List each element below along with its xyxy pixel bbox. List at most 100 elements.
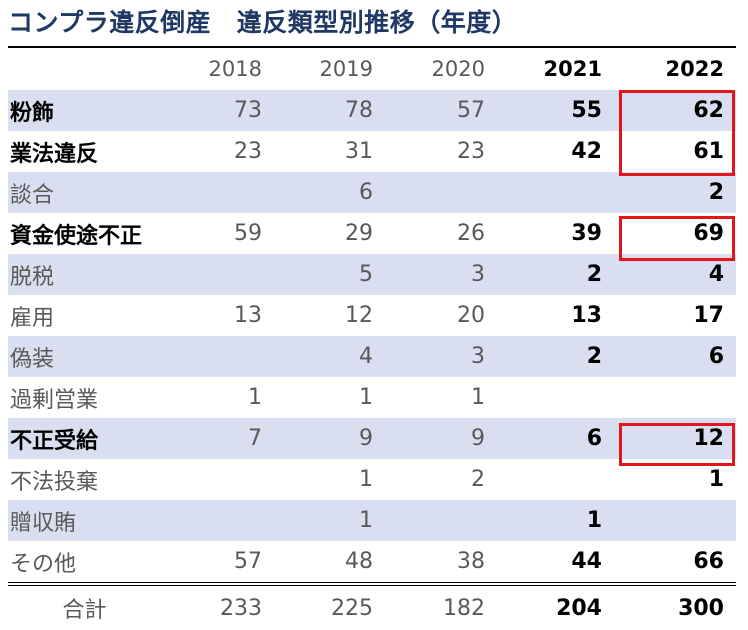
- table-row: 贈収賄 1 1: [8, 500, 736, 541]
- cell-value: 57: [385, 90, 497, 131]
- cell-value: 1: [708, 467, 724, 492]
- cell-value: 1: [497, 500, 614, 541]
- row-label: 贈収賄: [8, 500, 161, 541]
- table-row: 脱税 5 3 2 4: [8, 254, 736, 295]
- row-label: 資金使途不正: [10, 223, 143, 249]
- header-year-2018: 2018: [208, 57, 262, 81]
- cell-value: 23: [457, 139, 485, 164]
- cell-value: 5: [274, 254, 385, 295]
- table-row: 不正受給 7 9 9 6 12: [8, 418, 736, 459]
- cell-value: 42: [571, 139, 602, 164]
- cell-value: 13: [234, 303, 262, 328]
- cell-value: 20: [457, 303, 485, 328]
- table-row: 粉飾 73 78 57 55 62: [8, 90, 736, 131]
- row-label: 粉飾: [8, 90, 161, 131]
- total-value: 204: [497, 582, 614, 630]
- cell-value: 2: [471, 467, 485, 492]
- cell-value: 2: [497, 336, 614, 377]
- table-row: 業法違反 23 31 23 42 61: [8, 131, 736, 172]
- total-row: 合計 233 225 182 204 300: [8, 582, 736, 630]
- table-row: 談合 6 2: [8, 172, 736, 213]
- cell-value: [497, 377, 614, 418]
- cell-value: [497, 172, 614, 213]
- cell-value: 1: [248, 385, 262, 410]
- table-row: 過剰営業 1 1 1: [8, 377, 736, 418]
- row-label: 雇用: [10, 305, 55, 331]
- total-label: 合計: [8, 582, 161, 630]
- table-row: 資金使途不正 59 29 26 39 69: [8, 213, 736, 254]
- cell-value: [385, 172, 497, 213]
- cell-value: 1: [359, 385, 373, 410]
- total-value: 225: [274, 582, 385, 630]
- cell-value: [161, 254, 274, 295]
- header-row: 2018 2019 2020 2021 2022: [8, 48, 736, 90]
- row-label: 過剰営業: [10, 387, 99, 413]
- cell-value: 38: [457, 549, 485, 574]
- cell-value: 23: [234, 139, 262, 164]
- row-label: その他: [10, 551, 77, 577]
- table-row: 雇用 13 12 20 13 17: [8, 295, 736, 336]
- cell-value: [161, 336, 274, 377]
- row-label: 業法違反: [10, 141, 99, 167]
- cell-value: [614, 500, 736, 541]
- header-year-2019: 2019: [319, 57, 373, 81]
- header-category: [8, 48, 161, 90]
- total-value: 182: [385, 582, 497, 630]
- cell-value: 2: [497, 254, 614, 295]
- table-top-rule: [8, 46, 736, 48]
- cell-value: [385, 500, 497, 541]
- cell-value: 3: [385, 336, 497, 377]
- cell-value: 26: [457, 221, 485, 246]
- cell-value: 73: [161, 90, 274, 131]
- header-year-2022: 2022: [665, 57, 724, 81]
- cell-value: 6: [614, 336, 736, 377]
- cell-value: [161, 500, 274, 541]
- cell-value: 3: [385, 254, 497, 295]
- cell-value: [497, 459, 614, 500]
- cell-value: 1: [359, 467, 373, 492]
- row-label: 偽装: [8, 336, 161, 377]
- row-label: 不正受給: [8, 418, 161, 459]
- table-row: その他 57 48 38 44 66: [8, 541, 736, 584]
- cell-value: 1: [471, 385, 485, 410]
- cell-value: 9: [274, 418, 385, 459]
- table-row: 偽装 4 3 2 6: [8, 336, 736, 377]
- cell-value: 7: [161, 418, 274, 459]
- cell-value: 6: [497, 418, 614, 459]
- cell-value: 1: [274, 500, 385, 541]
- table-row: 不法投棄 1 2 1: [8, 459, 736, 500]
- header-year-2020: 2020: [431, 57, 485, 81]
- cell-value: 4: [614, 254, 736, 295]
- total-value: 300: [614, 582, 736, 630]
- cell-value: [161, 459, 274, 500]
- cell-value: 12: [345, 303, 373, 328]
- cell-value: 62: [614, 90, 736, 131]
- cell-value: 61: [693, 139, 724, 164]
- row-label: 談合: [8, 172, 161, 213]
- header-year-2021: 2021: [543, 57, 602, 81]
- row-label: 脱税: [8, 254, 161, 295]
- cell-value: 55: [497, 90, 614, 131]
- cell-value: 69: [693, 221, 724, 246]
- cell-value: 2: [614, 172, 736, 213]
- cell-value: 9: [385, 418, 497, 459]
- cell-value: 4: [274, 336, 385, 377]
- cell-value: 31: [345, 139, 373, 164]
- total-value: 233: [161, 582, 274, 630]
- cell-value: 12: [614, 418, 736, 459]
- cell-value: 48: [345, 549, 373, 574]
- cell-value: 13: [571, 303, 602, 328]
- cell-value: 57: [234, 549, 262, 574]
- row-label: 不法投棄: [10, 469, 99, 495]
- cell-value: [614, 377, 736, 418]
- cell-value: [161, 172, 274, 213]
- cell-value: 78: [274, 90, 385, 131]
- cell-value: 6: [274, 172, 385, 213]
- cell-value: 66: [693, 549, 724, 574]
- cell-value: 29: [345, 221, 373, 246]
- cell-value: 44: [571, 549, 602, 574]
- cell-value: 39: [571, 221, 602, 246]
- violation-type-table: 2018 2019 2020 2021 2022 粉飾 73 78 57 55 62 業法違…: [8, 48, 736, 630]
- cell-value: 17: [693, 303, 724, 328]
- page-title: コンプラ違反倒産 違反類型別推移（年度）: [8, 8, 518, 37]
